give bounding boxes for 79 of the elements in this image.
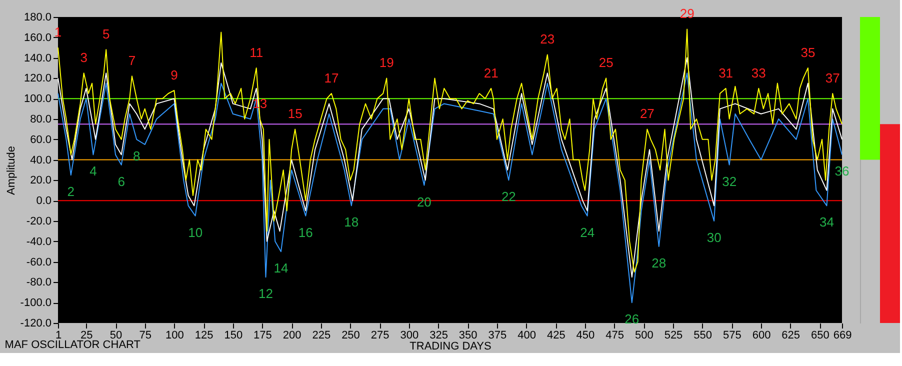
annotation: 9 <box>170 67 178 82</box>
y-tick-label: 40.0 <box>30 154 52 166</box>
x-tick-label: 550 <box>694 330 712 342</box>
x-tick-label: 175 <box>254 330 272 342</box>
annotation: 1 <box>54 24 62 40</box>
y-tick-label: -80.0 <box>26 276 52 289</box>
y-axis-title: Amplitude <box>5 146 18 195</box>
y-tick-label: -60.0 <box>26 256 52 268</box>
x-tick-label: 25 <box>80 330 93 342</box>
x-tick-label: 500 <box>634 330 654 342</box>
x-tick-label: 200 <box>282 330 302 342</box>
x-tick-label: 50 <box>110 330 122 342</box>
y-tick-label: -20.0 <box>26 216 52 228</box>
x-tick-label: 375 <box>488 330 507 342</box>
annotation: 33 <box>751 65 766 80</box>
y-tick-label: 120.0 <box>24 72 52 85</box>
annotation: 6 <box>118 174 125 189</box>
text: MAF OSCILLATOR CHART <box>4 339 141 351</box>
x-tick-label: 100 <box>166 330 184 342</box>
y-tick-label: -40.0 <box>26 236 52 248</box>
annotation: 7 <box>128 53 136 68</box>
annotation: 36 <box>834 164 850 179</box>
annotation: 32 <box>722 174 737 189</box>
annotation: 4 <box>90 164 97 179</box>
annotation: 27 <box>640 106 654 122</box>
annotation: 14 <box>274 260 288 276</box>
annotation: 25 <box>598 55 614 70</box>
annotation: 3 <box>80 50 88 66</box>
annotation: 17 <box>324 70 339 86</box>
y-tick-label: 140.0 <box>24 52 52 64</box>
annotation: 5 <box>102 26 110 42</box>
x-tick-label: 300 <box>400 330 419 342</box>
annotation: 18 <box>344 214 359 230</box>
annotation: 10 <box>188 224 203 240</box>
annotation: 31 <box>718 65 734 80</box>
annotation: 21 <box>484 65 498 80</box>
y-tick-label: 80.0 <box>30 114 52 126</box>
x-tick-label: 275 <box>370 330 390 342</box>
y-tick-label: 160.0 <box>24 32 52 44</box>
annotation: 11 <box>250 45 264 60</box>
x-tick-label: 600 <box>752 330 771 342</box>
annotation: 37 <box>825 70 840 86</box>
x-tick-label: 125 <box>194 330 214 342</box>
annotation: 15 <box>288 106 302 122</box>
annotation: 30 <box>706 230 722 245</box>
annotation: 16 <box>298 224 313 240</box>
annotation: 23 <box>540 32 555 47</box>
x-tick-label: 475 <box>606 330 624 342</box>
annotation: 35 <box>800 45 816 60</box>
y-tick-label: -120.0 <box>20 318 52 330</box>
x-tick-label: 650 <box>811 330 830 342</box>
x-tick-label: 425 <box>546 330 566 342</box>
y-tick-label: 180.0 <box>24 12 52 24</box>
x-tick-label: 450 <box>576 330 595 342</box>
annotation: 28 <box>652 256 666 270</box>
x-tick-label: 400 <box>518 330 536 342</box>
x-axis-title: TRADING DAYS <box>410 340 492 352</box>
x-tick-label: 350 <box>458 330 478 342</box>
x-tick-label: 250 <box>342 330 360 342</box>
x-tick-label: 669 <box>833 330 852 342</box>
x-tick-label: 525 <box>664 330 683 342</box>
y-tick-label: -100.0 <box>20 297 52 310</box>
x-tick-label: 575 <box>722 330 742 342</box>
x-tick-label: 150 <box>224 330 243 342</box>
annotation: 19 <box>379 55 394 70</box>
annotation: 34 <box>820 214 834 230</box>
x-tick-label: 625 <box>782 330 800 342</box>
x-tick-label: 75 <box>139 330 152 342</box>
y-tick-label: 60.0 <box>30 134 52 146</box>
x-tick-label: 325 <box>430 330 448 342</box>
annotation: 2 <box>67 184 75 200</box>
y-tick-label: 20.0 <box>30 174 52 187</box>
y-tick-label: 100.0 <box>24 93 52 106</box>
annotation: 12 <box>258 286 273 302</box>
x-tick-label: 225 <box>312 330 331 342</box>
annotation: 26 <box>624 312 640 327</box>
x-tick-label: 1 <box>55 330 62 342</box>
y-tick-label: 0.0 <box>36 195 52 208</box>
annotation: 24 <box>580 224 595 240</box>
